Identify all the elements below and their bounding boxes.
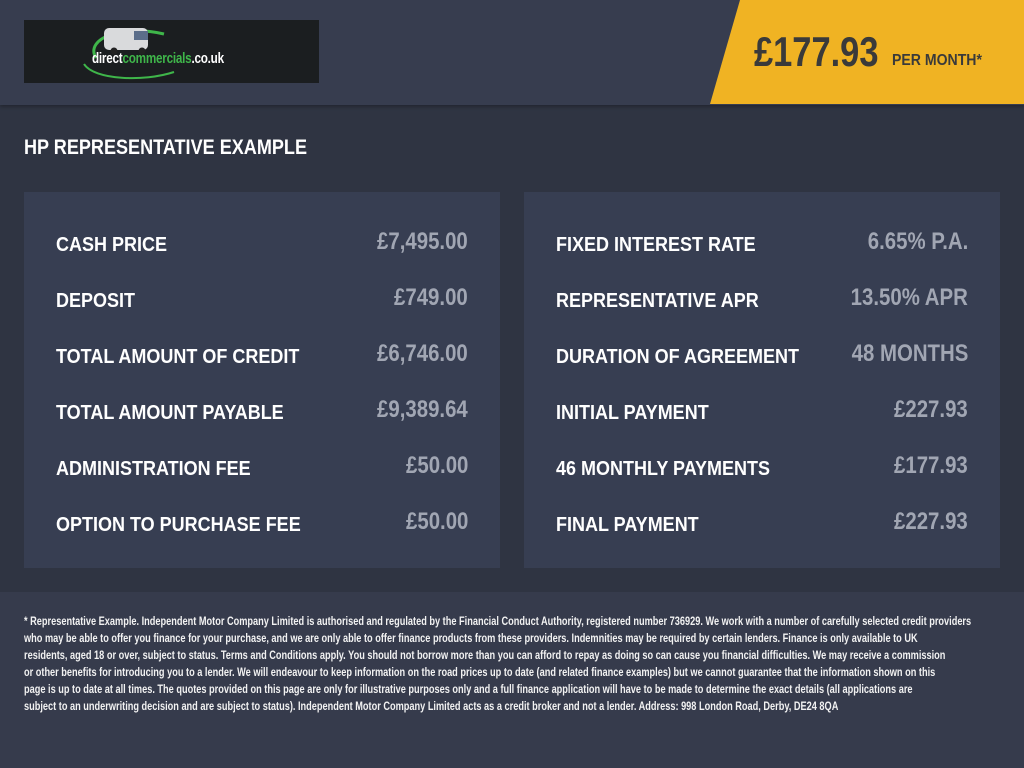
section-title: HP REPRESENTATIVE EXAMPLE — [24, 136, 307, 159]
finance-row: TOTAL AMOUNT OF CREDIT £6,746.00 — [56, 336, 468, 376]
row-label: ADMINISTRATION FEE — [56, 458, 251, 480]
finance-row: TOTAL AMOUNT PAYABLE £9,389.64 — [56, 392, 468, 432]
row-value: 13.50% APR — [850, 284, 968, 311]
row-value: £7,495.00 — [377, 228, 468, 255]
row-value: £6,746.00 — [377, 340, 468, 367]
finance-row: OPTION TO PURCHASE FEE £50.00 — [56, 504, 468, 544]
finance-row: DEPOSIT £749.00 — [56, 280, 468, 320]
logo[interactable]: directcommercials.co.uk — [24, 20, 319, 83]
disclaimer-line: who may be able to offer you finance for… — [24, 633, 918, 645]
header: directcommercials.co.uk £177.93 PER MONT… — [0, 0, 1024, 105]
finance-row: REPRESENTATIVE APR 13.50% APR — [556, 280, 968, 320]
row-label: 46 MONTHLY PAYMENTS — [556, 458, 771, 480]
finance-row: FINAL PAYMENT £227.93 — [556, 504, 968, 544]
finance-row: 46 MONTHLY PAYMENTS £177.93 — [556, 448, 968, 488]
van-logo-icon — [83, 28, 175, 80]
finance-row: INITIAL PAYMENT £227.93 — [556, 392, 968, 432]
per-month-label: PER MONTH* — [892, 52, 982, 69]
disclaimer-line: or other benefits for introducing you to… — [24, 667, 936, 679]
row-label: FIXED INTEREST RATE — [556, 234, 756, 256]
row-label: FINAL PAYMENT — [556, 514, 699, 536]
row-value: £177.93 — [894, 452, 968, 479]
disclaimer-line: residents, aged 18 or over, subject to s… — [24, 650, 946, 662]
row-label: TOTAL AMOUNT OF CREDIT — [56, 346, 300, 368]
row-value: £227.93 — [894, 508, 968, 535]
finance-panel-left: CASH PRICE £7,495.00 DEPOSIT £749.00 TOTAL… — [24, 192, 500, 568]
row-label: TOTAL AMOUNT PAYABLE — [56, 402, 284, 424]
row-label: INITIAL PAYMENT — [556, 402, 709, 424]
row-value: 6.65% P.A. — [867, 228, 968, 255]
row-label: CASH PRICE — [56, 234, 168, 256]
row-label: DEPOSIT — [56, 290, 136, 312]
disclaimer-line: subject to an underwriting decision and … — [24, 701, 839, 713]
monthly-price-badge: £177.93 PER MONTH* — [710, 0, 1024, 104]
row-value: £50.00 — [405, 508, 468, 535]
row-label: DURATION OF AGREEMENT — [556, 346, 799, 368]
disclaimer-line: * Representative Example. Independent Mo… — [24, 616, 972, 628]
row-label: OPTION TO PURCHASE FEE — [56, 514, 301, 536]
row-label: REPRESENTATIVE APR — [556, 290, 759, 312]
logo-text: directcommercials.co.uk — [92, 50, 224, 67]
row-value: 48 MONTHS — [851, 340, 968, 367]
row-value: £227.93 — [894, 396, 968, 423]
finance-panel-right: FIXED INTEREST RATE 6.65% P.A. REPRESENTA… — [524, 192, 1000, 568]
finance-row: FIXED INTEREST RATE 6.65% P.A. — [556, 224, 968, 264]
disclaimer-line: page is up to date at all times. The quo… — [24, 684, 913, 696]
finance-row: CASH PRICE £7,495.00 — [56, 224, 468, 264]
disclaimer: * Representative Example. Independent Mo… — [0, 592, 1024, 768]
finance-row: DURATION OF AGREEMENT 48 MONTHS — [556, 336, 968, 376]
finance-row: ADMINISTRATION FEE £50.00 — [56, 448, 468, 488]
row-value: £749.00 — [394, 284, 468, 311]
row-value: £50.00 — [405, 452, 468, 479]
monthly-price: £177.93 — [754, 28, 879, 75]
row-value: £9,389.64 — [377, 396, 468, 423]
